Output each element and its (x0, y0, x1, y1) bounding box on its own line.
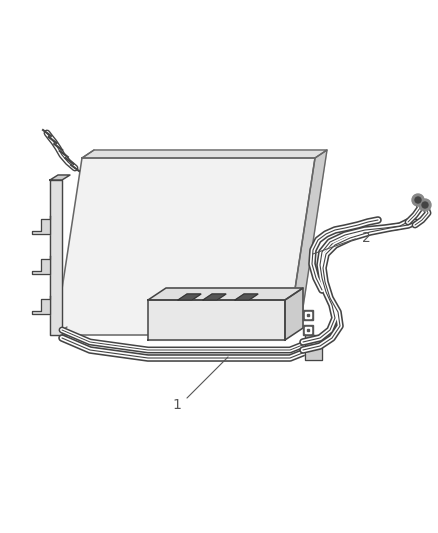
Polygon shape (178, 294, 201, 300)
Polygon shape (55, 158, 315, 335)
Circle shape (422, 202, 428, 208)
Polygon shape (305, 335, 322, 360)
Polygon shape (288, 150, 327, 335)
Polygon shape (32, 216, 50, 234)
Polygon shape (32, 256, 50, 274)
Polygon shape (32, 296, 50, 314)
Polygon shape (148, 288, 303, 300)
Polygon shape (50, 180, 62, 335)
Text: 1: 1 (173, 398, 181, 412)
Circle shape (419, 199, 431, 211)
Circle shape (412, 194, 424, 206)
Polygon shape (235, 294, 258, 300)
Polygon shape (82, 150, 327, 158)
Circle shape (415, 197, 421, 203)
Text: 2: 2 (362, 231, 371, 245)
Polygon shape (148, 300, 285, 340)
Polygon shape (285, 288, 303, 340)
Polygon shape (203, 294, 226, 300)
Polygon shape (50, 175, 70, 180)
